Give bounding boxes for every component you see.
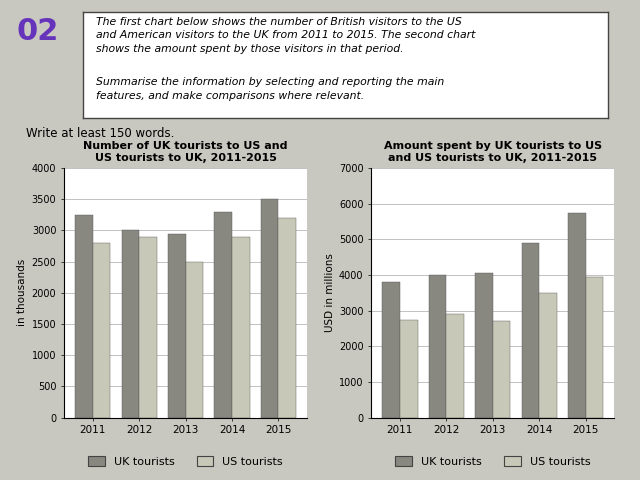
Bar xyxy=(278,218,296,418)
Bar xyxy=(168,234,186,418)
Bar xyxy=(493,321,511,418)
Text: 02: 02 xyxy=(16,17,58,46)
Text: The first chart below shows the number of British visitors to the US
and America: The first chart below shows the number o… xyxy=(97,17,476,54)
Text: Write at least 150 words.: Write at least 150 words. xyxy=(26,127,174,140)
Bar xyxy=(400,320,417,418)
Bar xyxy=(586,277,604,418)
Bar xyxy=(540,293,557,418)
Bar xyxy=(139,237,157,418)
Legend: UK tourists, US tourists: UK tourists, US tourists xyxy=(396,456,590,467)
Bar xyxy=(75,215,93,418)
Y-axis label: USD in millions: USD in millions xyxy=(324,253,335,332)
Title: Amount spent by UK tourists to US
and US tourists to UK, 2011-2015: Amount spent by UK tourists to US and US… xyxy=(384,142,602,163)
Y-axis label: in thousands: in thousands xyxy=(17,259,28,326)
Text: Summarise the information by selecting and reporting the main
features, and make: Summarise the information by selecting a… xyxy=(97,77,445,101)
Bar xyxy=(429,275,446,418)
Bar xyxy=(186,262,204,418)
Bar xyxy=(568,213,586,418)
Bar xyxy=(446,314,464,418)
Bar xyxy=(382,282,400,418)
Bar xyxy=(232,237,250,418)
Bar xyxy=(522,243,540,418)
Bar xyxy=(214,212,232,418)
Bar xyxy=(93,243,110,418)
Bar xyxy=(122,230,139,418)
Legend: UK tourists, US tourists: UK tourists, US tourists xyxy=(88,456,283,467)
Bar xyxy=(475,273,493,418)
Bar xyxy=(261,199,278,418)
Title: Number of UK tourists to US and
US tourists to UK, 2011-2015: Number of UK tourists to US and US touri… xyxy=(83,142,288,163)
